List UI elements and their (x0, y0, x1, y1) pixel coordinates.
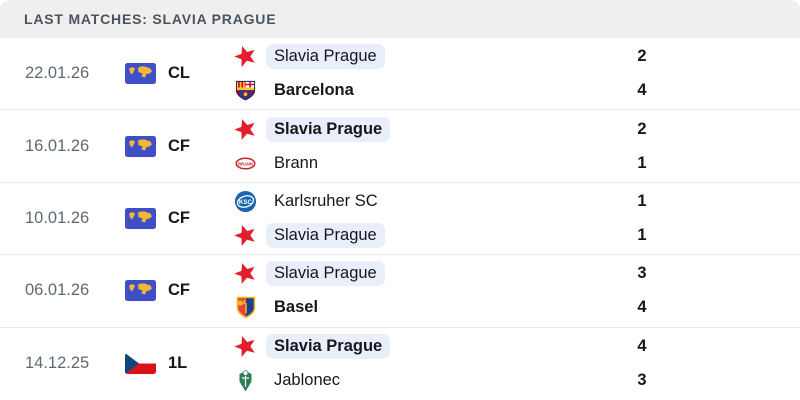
slavia-prague-logo-icon (232, 44, 259, 69)
competition: 1L (125, 353, 232, 375)
away-score: 4 (637, 81, 647, 100)
match-row[interactable]: 06.01.26 CF Slavia Prague Basel 3 (0, 255, 800, 328)
home-team[interactable]: Slavia Prague (232, 42, 624, 71)
home-score: 4 (637, 337, 647, 356)
slavia-prague-logo-icon (232, 261, 259, 286)
away-score: 3 (637, 371, 647, 390)
slavia-prague-logo-icon (232, 334, 259, 359)
widget-header: LAST MATCHES: SLAVIA PRAGUE (0, 0, 800, 38)
world-flag-icon (125, 280, 156, 302)
away-team-name: Brann (274, 153, 319, 172)
world-flag-icon (125, 135, 156, 157)
home-team-name: Slavia Prague (266, 44, 385, 70)
match-row[interactable]: 16.01.26 CF Slavia Prague BRANN Brann 2 (0, 110, 800, 183)
away-score: 1 (637, 153, 647, 172)
scores-column: 3 4 (624, 259, 660, 322)
away-team[interactable]: Jablonec (232, 366, 624, 395)
away-team-name: Barcelona (274, 81, 354, 100)
home-team[interactable]: KSC Karlsruher SC (232, 187, 624, 216)
competition: CF (125, 207, 232, 229)
competition: CF (125, 135, 232, 157)
home-team-name: Karlsruher SC (274, 191, 378, 210)
match-row[interactable]: 10.01.26 CF KSC Karlsruher SC Slavia Pra… (0, 182, 800, 256)
scores-column: 2 4 (624, 42, 660, 105)
basel-logo-icon (232, 296, 259, 319)
competition: CL (125, 63, 232, 85)
competition-code: CL (168, 64, 190, 83)
home-team-name: Slavia Prague (266, 334, 391, 360)
away-team-name: Basel (274, 298, 319, 317)
away-team-name: Jablonec (274, 371, 341, 390)
away-team[interactable]: Basel (232, 293, 624, 322)
teams-column: Slavia Prague BRANN Brann (232, 115, 624, 178)
scores-column: 2 1 (624, 115, 660, 178)
home-score: 1 (637, 191, 647, 210)
away-team[interactable]: Slavia Prague (232, 221, 624, 250)
slavia-prague-logo-icon (232, 117, 259, 142)
widget-title: LAST MATCHES: SLAVIA PRAGUE (24, 11, 277, 27)
match-date: 22.01.26 (25, 64, 90, 83)
home-score: 2 (637, 47, 647, 66)
teams-column: Slavia Prague Jablonec (232, 332, 624, 395)
world-flag-icon (125, 63, 156, 85)
teams-column: Slavia Prague Barcelona (232, 42, 624, 105)
home-team[interactable]: Slavia Prague (232, 115, 624, 144)
czech-flag-icon (125, 353, 156, 375)
competition-code: CF (168, 281, 190, 300)
away-score: 4 (637, 298, 647, 317)
teams-column: KSC Karlsruher SC Slavia Prague (232, 187, 624, 250)
competition: CF (125, 280, 232, 302)
barcelona-logo-icon (232, 79, 259, 102)
competition-code: 1L (168, 354, 188, 373)
scores-column: 4 3 (624, 332, 660, 395)
slavia-prague-logo-icon (232, 223, 259, 248)
world-flag-icon (125, 207, 156, 229)
karlsruher-logo-icon: KSC (232, 190, 259, 213)
match-date: 06.01.26 (25, 281, 90, 300)
away-team[interactable]: Barcelona (232, 76, 624, 105)
svg-text:KSC: KSC (239, 199, 253, 206)
away-team[interactable]: BRANN Brann (232, 149, 624, 178)
home-team[interactable]: Slavia Prague (232, 332, 624, 361)
match-date: 16.01.26 (25, 136, 90, 155)
home-team-name: Slavia Prague (266, 116, 391, 142)
away-team-name: Slavia Prague (266, 222, 385, 248)
match-date: 14.12.25 (25, 354, 90, 373)
teams-column: Slavia Prague Basel (232, 259, 624, 322)
match-row[interactable]: 14.12.25 1L Slavia Prague Jablonec 4 (0, 327, 800, 400)
svg-text:BRANN: BRANN (238, 161, 253, 166)
home-score: 2 (637, 119, 647, 138)
home-score: 3 (637, 264, 647, 283)
competition-code: CF (168, 136, 190, 155)
brann-logo-icon: BRANN (232, 157, 259, 170)
home-team[interactable]: Slavia Prague (232, 259, 624, 288)
away-score: 1 (637, 225, 647, 244)
jablonec-logo-icon (232, 369, 259, 393)
scores-column: 1 1 (624, 187, 660, 250)
match-date: 10.01.26 (25, 208, 90, 227)
competition-code: CF (168, 208, 190, 227)
match-row[interactable]: 22.01.26 CL Slavia Prague Barcelona 2 (0, 38, 800, 111)
home-team-name: Slavia Prague (266, 261, 385, 287)
